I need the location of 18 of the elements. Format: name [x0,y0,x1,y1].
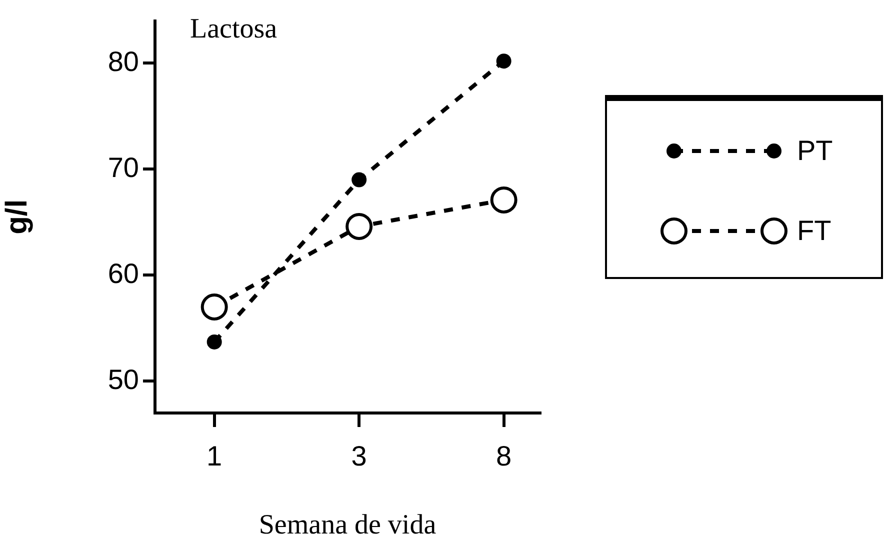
point [206,334,222,350]
y-tick-label: 60 [108,258,139,289]
chart-title: Lactosa [190,13,278,44]
point [496,54,512,69]
x-tick-label: 3 [351,440,367,472]
x-axis-title: Semana de vida [258,510,437,541]
point [346,212,373,240]
legend-label: FT [797,215,832,247]
legend-label: PT [797,135,833,167]
y-tick-label: 50 [108,364,139,395]
y-tick-label: 70 [108,152,139,183]
point [200,294,228,320]
y-tick-label: 80 [108,46,139,77]
y-axis-title: g/l [0,199,34,234]
point [352,172,367,188]
x-tick-label: 1 [206,440,222,472]
x-tick-label: 8 [496,440,512,472]
point [490,186,518,214]
